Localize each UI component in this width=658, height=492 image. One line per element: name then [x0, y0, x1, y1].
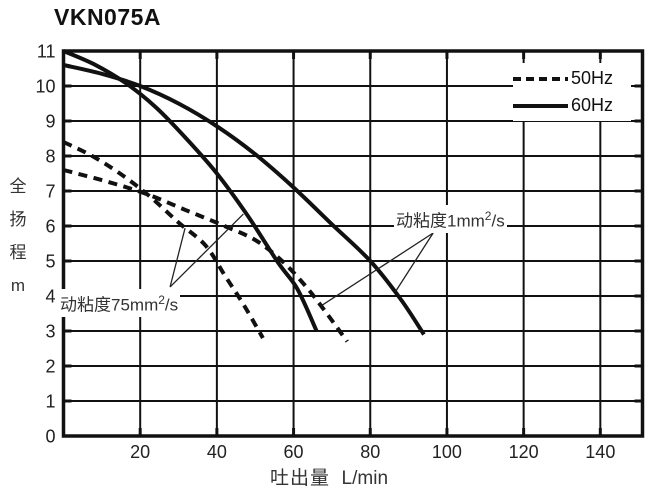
annotation-leader-line-1 — [169, 213, 244, 288]
x-axis-title-text: 吐出量 — [269, 468, 330, 489]
curve-60hz-1mm2s — [63, 63, 426, 336]
y-axis-title-char: 全 — [9, 177, 27, 196]
y-tick-label: 6 — [45, 217, 55, 237]
y-tick-label: 10 — [35, 77, 55, 97]
solid-line-sample — [513, 103, 568, 108]
y-axis-title: 全 扬 程 m — [6, 170, 30, 302]
y-tick-label: 1 — [45, 392, 55, 412]
x-tick-label: 40 — [207, 442, 227, 462]
x-tick-label: 20 — [130, 442, 150, 462]
y-tick-label: 3 — [45, 322, 55, 342]
x-tick-label: 120 — [509, 442, 539, 462]
y-tick-label: 0 — [45, 427, 55, 447]
dashed-line-sample — [513, 76, 568, 81]
plot-frame — [61, 49, 645, 438]
annotation-leader-line-1 — [169, 227, 186, 288]
curve-50hz-1mm2s — [62, 168, 349, 343]
x-axis-title-unit: L/min — [341, 468, 389, 489]
y-tick-label: 9 — [45, 112, 55, 132]
y-tick-label: 2 — [45, 357, 55, 377]
x-axis-title: 吐出量 L/min — [0, 463, 658, 490]
y-axis-title-char: 程 — [9, 243, 27, 262]
legend-item-50hz: 50Hz — [513, 67, 631, 91]
legend-item-60hz: 60Hz — [513, 94, 631, 118]
x-tick-label: 60 — [284, 442, 304, 462]
annotation-leader-line-0 — [321, 232, 434, 306]
x-tick-label: 100 — [432, 442, 462, 462]
annotation-leader-line-0 — [394, 232, 434, 293]
y-axis-title-char: m — [10, 276, 26, 295]
y-tick-label: 8 — [45, 147, 55, 167]
annotation-viscosity-1mm: 动粘度1mm2/s — [394, 205, 507, 233]
annotation-viscosity-75mm: 动粘度75mm2/s — [58, 289, 181, 317]
y-tick-label: 5 — [45, 252, 55, 272]
curve-60hz-75mm2s — [62, 49, 319, 332]
y-axis-title-char: 扬 — [9, 210, 27, 229]
legend-label: 50Hz — [571, 68, 614, 88]
x-tick-label: 140 — [585, 442, 615, 462]
y-tick-label: 7 — [45, 182, 55, 202]
y-tick-label: 4 — [45, 287, 55, 307]
x-tick-label: 80 — [360, 442, 380, 462]
legend: 50Hz 60Hz — [513, 63, 631, 121]
curve-50hz-75mm2s — [62, 140, 265, 340]
legend-label: 60Hz — [571, 95, 614, 115]
y-tick-label: 11 — [37, 42, 56, 62]
chart-title: VKN075A — [54, 4, 162, 30]
